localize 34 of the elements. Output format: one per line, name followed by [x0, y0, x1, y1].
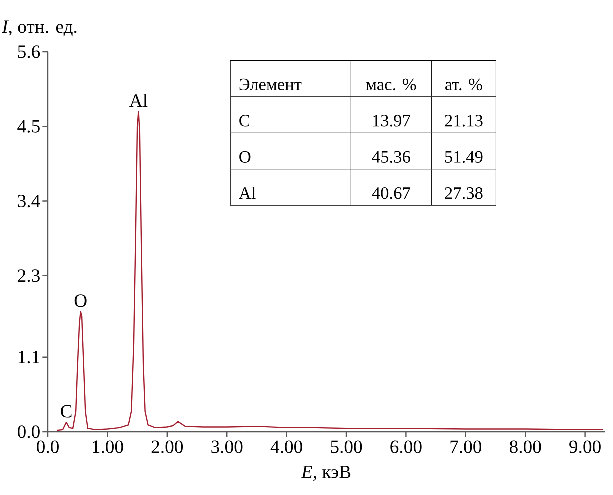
- annotation: мас. %: [366, 78, 416, 91]
- x-tick-label: 6.00: [390, 440, 422, 454]
- y-axis-title: I, отн. ед.: [2, 20, 77, 37]
- x-tick-label: 2.00: [152, 440, 184, 454]
- annotation: O: [74, 294, 87, 308]
- x-tick-label: 3.00: [212, 440, 243, 454]
- y-tick-label: 5.6: [18, 46, 40, 58]
- annotation: ат. %: [446, 78, 482, 91]
- y-tick-label: 1.1: [18, 351, 40, 364]
- annotation: 40.67: [372, 188, 410, 200]
- y-tick-label: 4.5: [18, 120, 40, 133]
- annotation: C: [240, 115, 250, 127]
- annotation: Al: [239, 187, 256, 200]
- annotation: Al: [130, 94, 148, 107]
- x-tick-label: 9.00: [570, 440, 601, 454]
- y-tick-label: 0.0: [18, 426, 40, 438]
- annotation: 13.97: [373, 115, 410, 127]
- annotation: Элемент: [240, 78, 302, 91]
- annotation: 51.49: [445, 151, 483, 164]
- x-tick-label: 7.00: [450, 440, 482, 454]
- annotation: C: [61, 405, 72, 418]
- x-tick-label: 0.0: [37, 440, 59, 454]
- y-tick-label: 2.3: [18, 270, 40, 282]
- x-axis-title: E, кэВ: [301, 466, 351, 482]
- x-tick-label: 8.00: [510, 440, 542, 454]
- annotation: 45.36: [372, 151, 410, 164]
- annotation: O: [240, 151, 251, 163]
- x-tick-label: 1.00: [93, 440, 124, 454]
- annotation: 21.13: [445, 115, 483, 127]
- x-tick-label: 5.00: [331, 440, 362, 454]
- y-tick-label: 3.4: [18, 194, 40, 208]
- annotation: 27.38: [445, 188, 483, 200]
- x-tick-label: 4.00: [270, 440, 302, 454]
- line-series: [56, 111, 604, 432]
